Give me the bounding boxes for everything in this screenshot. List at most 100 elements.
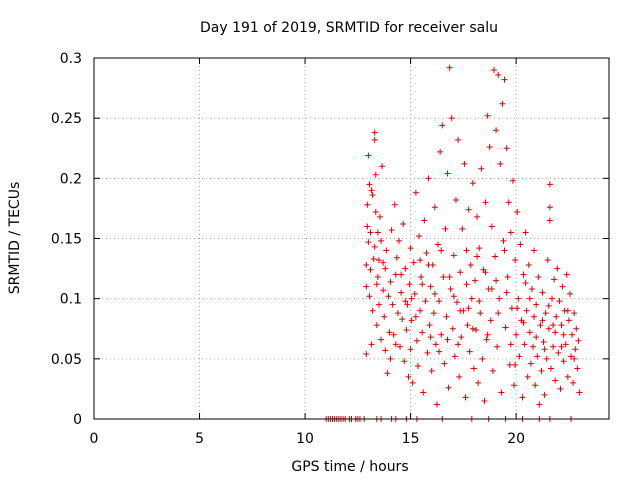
data-point	[410, 259, 417, 266]
data-point	[392, 341, 399, 348]
data-point	[411, 290, 418, 297]
data-point	[462, 394, 469, 401]
data-point	[441, 360, 448, 367]
data-point	[394, 310, 401, 317]
data-point	[532, 382, 539, 389]
data-point	[503, 145, 510, 152]
data-point	[452, 196, 459, 203]
data-point	[526, 329, 533, 336]
data-point	[560, 331, 567, 338]
data-point	[419, 281, 426, 288]
data-point	[427, 334, 434, 341]
data-point	[374, 274, 381, 281]
data-point	[571, 310, 578, 317]
data-point	[517, 241, 524, 248]
data-point	[531, 247, 538, 254]
data-point	[389, 301, 396, 308]
data-point	[556, 298, 563, 305]
data-point	[463, 281, 470, 288]
data-point	[463, 247, 470, 254]
data-point	[412, 313, 419, 320]
data-point	[533, 334, 540, 341]
data-point	[438, 331, 445, 338]
data-point	[363, 261, 370, 268]
data-point	[371, 243, 378, 250]
data-point	[512, 257, 519, 264]
data-point	[367, 266, 374, 273]
data-point	[535, 274, 542, 281]
data-point	[544, 257, 551, 264]
data-point	[417, 307, 424, 314]
data-point	[557, 385, 564, 392]
data-point	[395, 237, 402, 244]
data-point	[378, 237, 385, 244]
data-point	[524, 373, 531, 380]
data-point	[454, 299, 461, 306]
data-point	[507, 229, 514, 236]
data-point	[508, 305, 515, 312]
data-point	[406, 281, 413, 288]
data-point	[471, 277, 478, 284]
data-point	[520, 319, 527, 326]
data-point	[507, 341, 514, 348]
data-point	[487, 317, 494, 324]
data-point	[476, 245, 483, 252]
data-point	[433, 401, 440, 408]
data-point	[465, 305, 472, 312]
data-point	[473, 326, 480, 333]
data-point	[371, 136, 378, 143]
data-point	[423, 249, 430, 256]
data-point	[511, 382, 518, 389]
data-point	[546, 217, 553, 224]
data-point	[468, 295, 475, 302]
data-point	[435, 241, 442, 248]
plot-frame	[93, 57, 610, 420]
data-point	[568, 353, 575, 360]
data-point	[522, 280, 529, 287]
data-point	[457, 307, 464, 314]
data-point	[431, 204, 438, 211]
data-point	[560, 358, 567, 365]
data-point	[449, 325, 456, 332]
data-point	[384, 370, 391, 377]
data-point	[375, 257, 382, 264]
data-point	[408, 317, 415, 324]
data-point	[464, 322, 471, 329]
data-point	[369, 307, 376, 314]
data-point	[528, 286, 535, 293]
data-point	[503, 289, 510, 296]
data-point	[391, 201, 398, 208]
data-point	[550, 343, 557, 350]
data-point	[553, 313, 560, 320]
data-point	[501, 76, 508, 83]
data-point	[409, 379, 416, 386]
data-point	[469, 180, 476, 187]
x-tick-labels: 0 5 10 15 20	[90, 431, 526, 447]
data-point	[427, 283, 434, 290]
data-point	[402, 298, 409, 305]
data-point	[467, 261, 474, 268]
data-point	[450, 252, 457, 259]
data-point	[447, 286, 454, 293]
data-point	[381, 313, 388, 320]
y-tick-label: 0.2	[60, 171, 82, 187]
data-point	[425, 261, 432, 268]
data-point	[387, 278, 394, 285]
data-point	[445, 384, 452, 391]
data-point	[382, 265, 389, 272]
data-point	[465, 206, 472, 213]
data-point	[539, 317, 546, 324]
data-point	[419, 329, 426, 336]
data-point	[448, 115, 455, 122]
data-point	[425, 175, 432, 182]
y-tick-labels: 0 0.05 0.1 0.15 0.2 0.25 0.3	[51, 51, 82, 428]
data-point	[387, 355, 394, 362]
data-point	[374, 229, 381, 236]
data-point	[365, 239, 372, 246]
data-point	[418, 274, 425, 281]
data-point	[474, 213, 481, 220]
data-point	[546, 181, 553, 188]
data-point	[364, 201, 371, 208]
data-point	[414, 363, 421, 370]
data-point	[559, 283, 566, 290]
